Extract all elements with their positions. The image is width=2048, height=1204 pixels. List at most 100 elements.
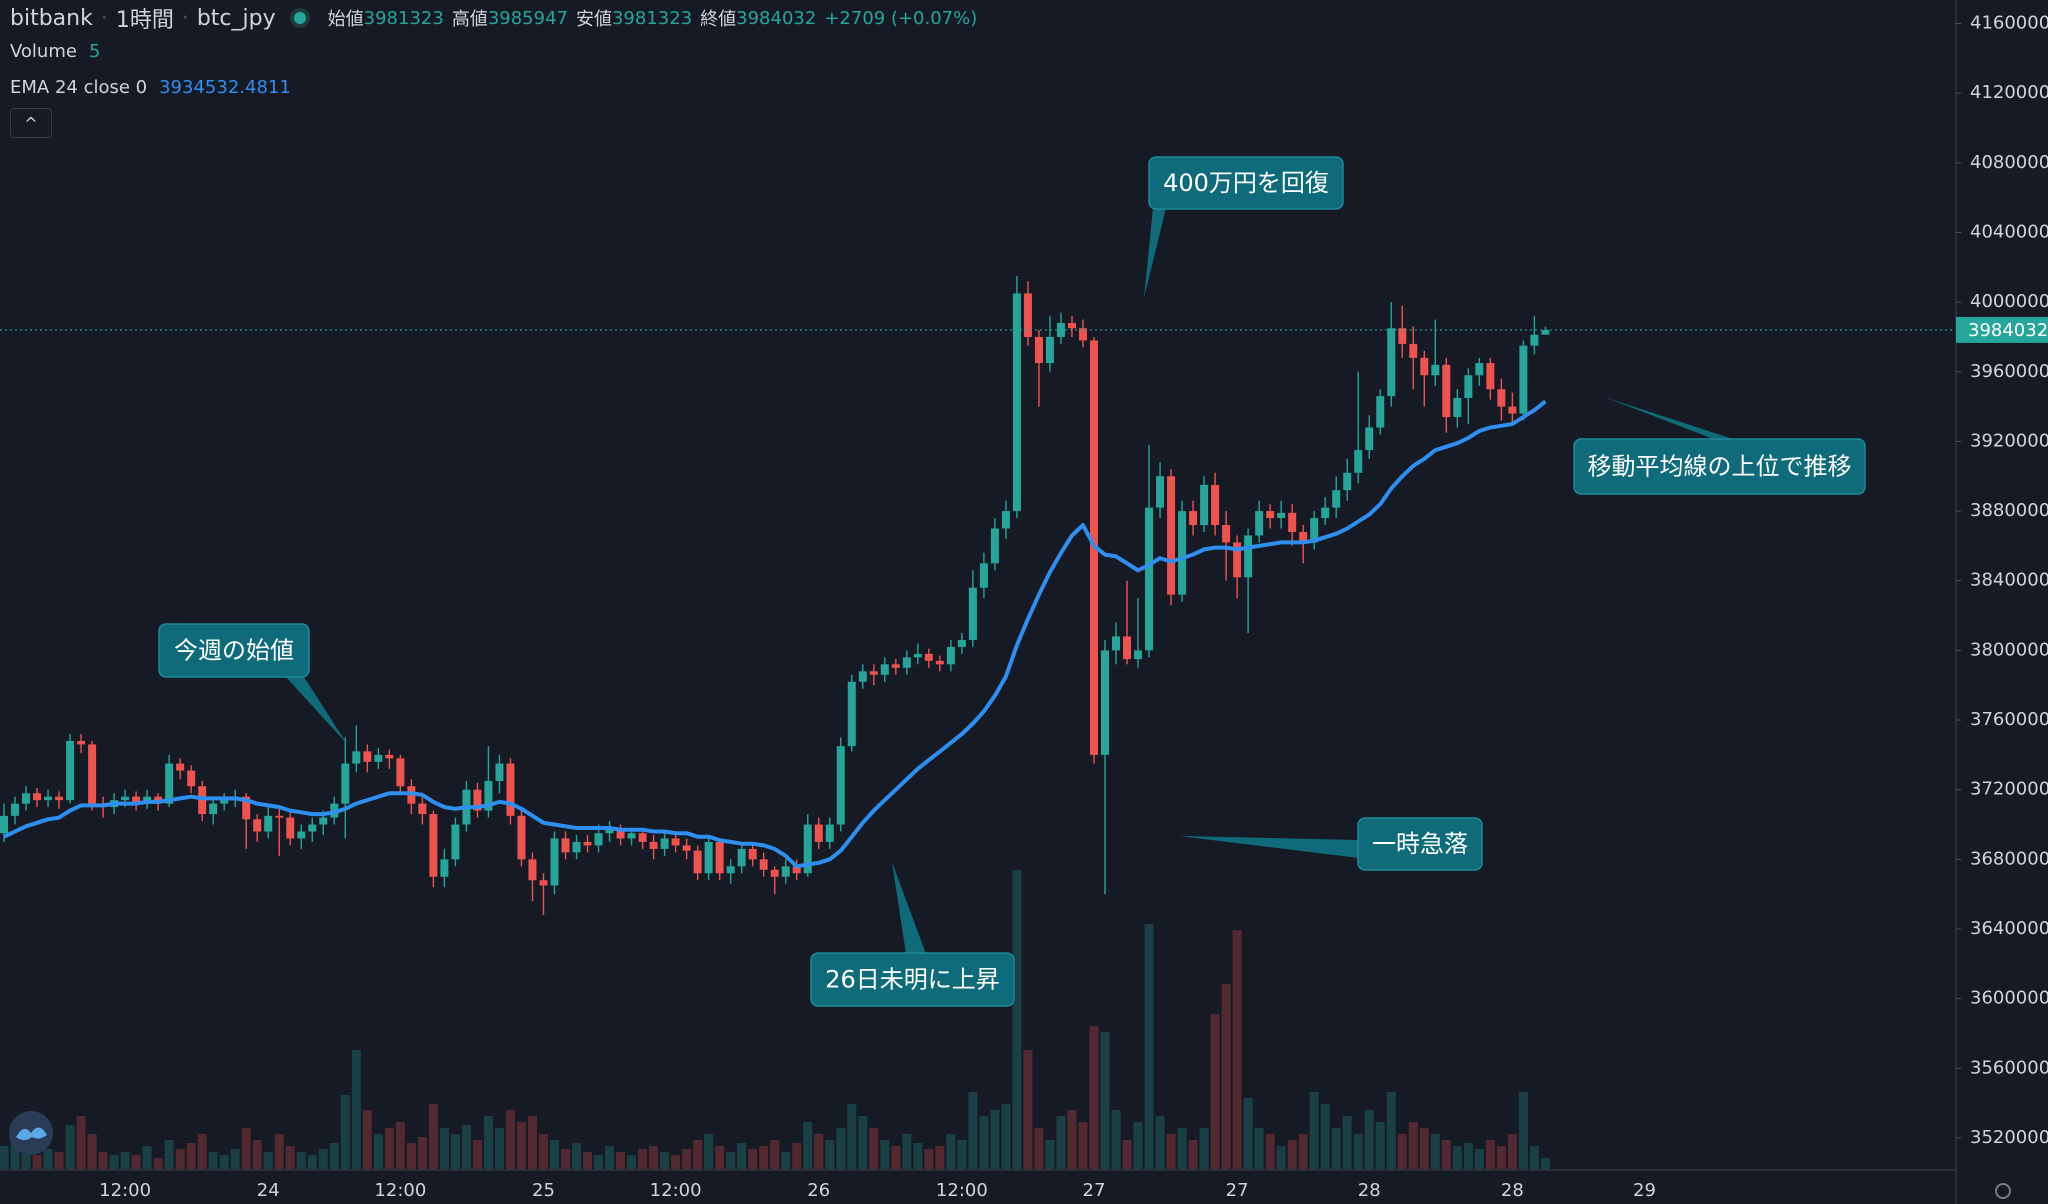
candle-body: [143, 796, 152, 802]
candle-body: [704, 841, 713, 874]
candle-body: [1233, 542, 1242, 578]
candle-body: [726, 866, 735, 874]
y-tick-label: 3520000: [1970, 1127, 2048, 1148]
candle-body: [924, 653, 933, 661]
candle-body: [715, 841, 724, 874]
candle-body: [1442, 364, 1451, 418]
candle-body: [242, 796, 251, 820]
candle-body: [1519, 345, 1528, 414]
candle-body: [682, 845, 691, 851]
ohlc-value: 3985947: [487, 7, 568, 29]
callout-box: [810, 952, 1015, 1007]
volume-bar: [627, 1155, 637, 1170]
candle-body: [1023, 293, 1032, 337]
y-tick-label: 3640000: [1970, 918, 2048, 939]
candle-body: [286, 817, 295, 839]
ohlc-label: 安値: [575, 9, 612, 30]
volume-bar: [605, 1146, 615, 1170]
volume-bar: [990, 1110, 1000, 1170]
volume-bar: [428, 1104, 438, 1170]
volume-bar: [0, 1146, 9, 1170]
collapse-button[interactable]: ^: [10, 108, 52, 138]
x-tick-label: 28: [1501, 1180, 1524, 1201]
candle-body: [869, 671, 878, 675]
interval[interactable]: 1時間: [115, 8, 174, 33]
volume-bar: [384, 1128, 394, 1170]
candle-body: [902, 657, 911, 668]
change: +2709 (+0.07%): [824, 7, 978, 29]
candle-body: [814, 824, 823, 842]
volume-bar: [76, 1116, 86, 1170]
volume-bar: [472, 1140, 482, 1170]
volume-bar: [1496, 1146, 1506, 1170]
x-tick-label: 28: [1358, 1180, 1381, 1201]
volume-bar: [1353, 1134, 1363, 1170]
volume-bar: [1254, 1128, 1264, 1170]
candle-body: [1078, 328, 1087, 341]
volume-bar: [21, 1152, 31, 1170]
candle-body: [1453, 397, 1462, 418]
volume-bar: [616, 1152, 626, 1170]
candle-body: [1387, 328, 1396, 397]
x-tick-label: 27: [1083, 1180, 1106, 1201]
volume-bar: [263, 1152, 273, 1170]
candle-body: [836, 746, 845, 825]
candle-body: [759, 859, 768, 870]
candle-body: [506, 763, 515, 816]
volume-bar: [1441, 1140, 1451, 1170]
candle-body: [1123, 636, 1132, 660]
callout: 400万円を回復: [1144, 156, 1344, 298]
candle-body: [264, 815, 273, 832]
candle-body: [825, 824, 834, 842]
volume-bar: [153, 1158, 163, 1170]
volume-bar: [175, 1149, 185, 1170]
y-tick-label: 4160000: [1970, 13, 2048, 34]
candle-body: [484, 780, 493, 811]
candle-body: [1012, 293, 1021, 512]
candle-body: [550, 838, 559, 886]
x-tick-label: 24: [257, 1180, 280, 1201]
volume-bar: [120, 1152, 130, 1170]
volume-bar: [1199, 1128, 1209, 1170]
candle-body: [132, 796, 141, 802]
volume-bar: [351, 1050, 361, 1170]
volume-bar: [318, 1149, 328, 1170]
indicator-value: 3934532.4811: [159, 77, 291, 98]
volume-bar: [1034, 1128, 1044, 1170]
candle-body: [1277, 512, 1286, 519]
candle-body: [1034, 336, 1043, 364]
volume-bar: [1463, 1143, 1473, 1170]
candle-body: [0, 815, 8, 834]
volume-bar: [1089, 1026, 1099, 1170]
candle-body: [638, 833, 647, 842]
volume-bar: [362, 1110, 372, 1170]
candle-body: [253, 819, 262, 832]
volume-bar: [296, 1152, 306, 1170]
candle-body: [748, 848, 757, 860]
volume-bar: [1430, 1134, 1440, 1170]
candle-body: [1266, 511, 1275, 519]
x-tick-label: 25: [532, 1180, 555, 1201]
volume-bar: [1507, 1134, 1517, 1170]
volume-bar: [726, 1152, 736, 1170]
symbol[interactable]: btc_jpy: [196, 5, 276, 31]
volume-bar: [1111, 1110, 1121, 1170]
volume-bar: [186, 1143, 196, 1170]
y-tick-label: 3840000: [1970, 570, 2048, 591]
volume-bar: [1474, 1149, 1484, 1170]
candle-body: [781, 866, 790, 877]
volume-bar: [1243, 1098, 1253, 1170]
candle-body: [1145, 507, 1154, 651]
volume-bar: [1166, 1134, 1176, 1170]
candle-body: [374, 754, 383, 762]
candle-body: [594, 833, 603, 846]
last-price-tag: [1956, 316, 2048, 343]
candle-body: [847, 681, 856, 747]
candle-body: [803, 824, 812, 874]
volume-bar: [1001, 1104, 1011, 1170]
candle-body: [539, 880, 548, 886]
volume-bar: [935, 1146, 945, 1170]
candle-body: [1541, 329, 1550, 335]
volume-bar: [1375, 1122, 1385, 1170]
volume-bar: [208, 1152, 218, 1170]
